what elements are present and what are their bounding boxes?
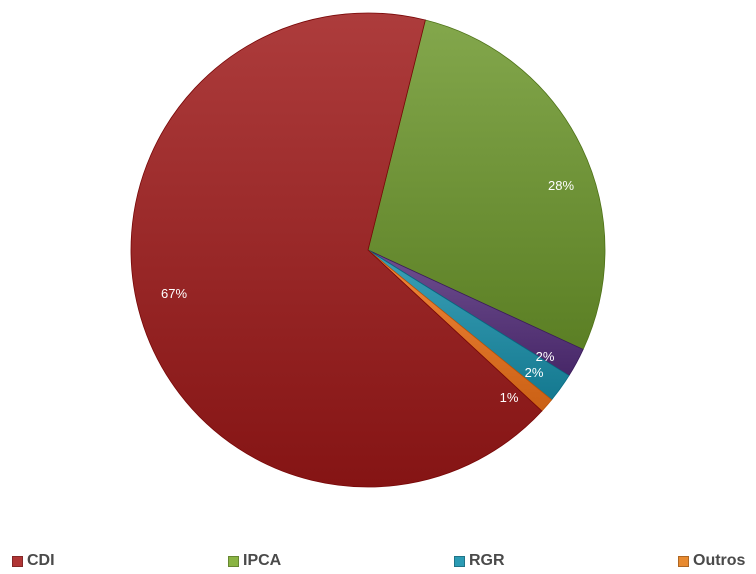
legend-label-ipca: IPCA — [243, 552, 282, 569]
legend-item-rgr: RGR — [454, 552, 505, 570]
legend-item-cdi: CDI — [12, 552, 55, 570]
legend-item-ipca: IPCA — [228, 552, 281, 570]
legend-swatch-outros — [678, 555, 689, 567]
legend-label-outros: Outros — [693, 552, 746, 569]
data-label-cdi: 67% — [161, 286, 187, 301]
data-label-ipca: 28% — [548, 178, 574, 193]
legend-item-outros: Outros — [678, 552, 745, 570]
pie-slices — [130, 12, 606, 488]
pie-slice-ipca — [367, 19, 606, 350]
pie-data-labels: 28% 2%2% 1% 67% — [161, 178, 574, 405]
data-label-outros: 2% — [536, 349, 555, 364]
data-label-igpm: 1% — [500, 390, 519, 405]
pie-slice-cdi — [130, 12, 543, 488]
legend-swatch-rgr — [454, 555, 465, 567]
legend-swatch-ipca — [228, 555, 239, 567]
legend-swatch-cdi — [12, 555, 23, 567]
data-label-rgr: 2% — [525, 365, 544, 380]
chart-legend: CDI IPCA RGR Outros — [0, 552, 756, 574]
legend-label-rgr: RGR — [469, 552, 505, 569]
legend-label-cdi: CDI — [27, 552, 55, 569]
